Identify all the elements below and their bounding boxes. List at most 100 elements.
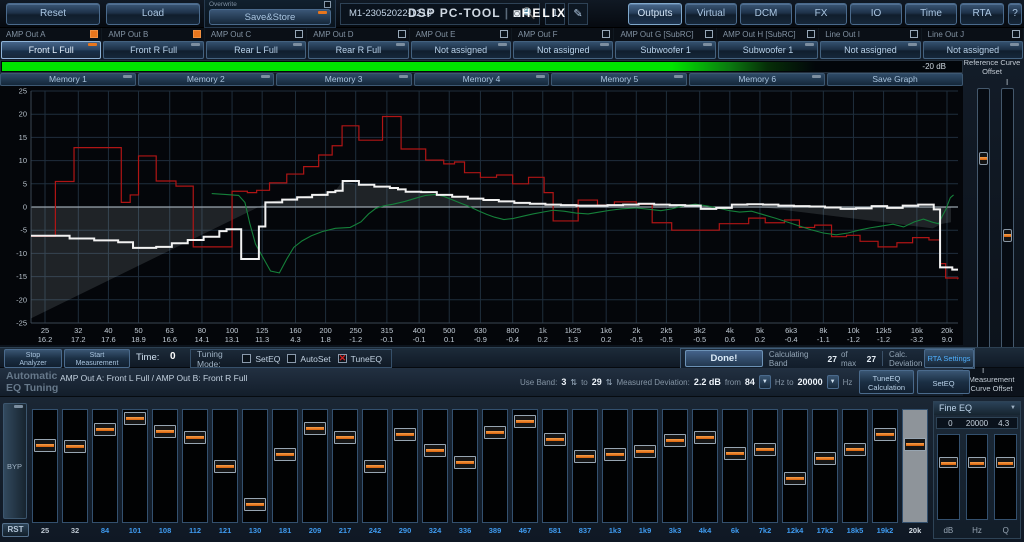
fine-eq-slider-handle[interactable]: [996, 457, 1016, 468]
eq-band-slider-handle[interactable]: [94, 423, 116, 436]
eq-band-slider-handle[interactable]: [334, 431, 356, 444]
channel-checkbox[interactable]: [807, 30, 816, 38]
eq-band-slider-track[interactable]: [602, 409, 628, 523]
eq-band-slider-handle[interactable]: [274, 448, 296, 461]
freq-to-value[interactable]: 20000: [797, 377, 823, 387]
eq-band-slider-handle[interactable]: [664, 434, 686, 447]
eq-band-slider-handle[interactable]: [724, 447, 746, 460]
reset-button[interactable]: Reset: [6, 3, 100, 25]
freq-from-value[interactable]: 84: [744, 377, 755, 387]
eq-band-slider-track[interactable]: [842, 409, 868, 523]
checkbox-tuneeq[interactable]: [337, 353, 347, 364]
eq-band-slider-handle[interactable]: [244, 498, 266, 511]
band-to-value[interactable]: 29: [591, 377, 602, 387]
eq-band-slider-handle[interactable]: [904, 438, 926, 451]
channel-assignment-button[interactable]: Subwoofer 1: [717, 41, 819, 59]
set-eq-button[interactable]: SetEQ: [917, 370, 970, 394]
eq-band-slider-track[interactable]: [242, 409, 268, 523]
channel-assignment-button[interactable]: Not assigned: [922, 41, 1024, 59]
memory-tab-2[interactable]: Memory 2: [137, 73, 274, 86]
measurement-offset-handle[interactable]: [979, 152, 988, 165]
eq-band-slider-track[interactable]: [722, 409, 748, 523]
stop-analyzer-button[interactable]: Stop Analyzer: [4, 349, 62, 368]
setup-file-field[interactable]: M1-23052022-1210 🔍: [340, 3, 540, 25]
eq-band-slider-track[interactable]: [752, 409, 778, 523]
eq-band-slider-track[interactable]: [152, 409, 178, 523]
channel-assignment-button[interactable]: Not assigned: [513, 41, 614, 59]
eq-band-slider-handle[interactable]: [124, 412, 146, 425]
eq-band-slider-handle[interactable]: [814, 452, 836, 465]
eq-band-slider-track[interactable]: [32, 409, 58, 523]
channel-checkbox[interactable]: [295, 30, 304, 38]
eq-band-slider-handle[interactable]: [184, 431, 206, 444]
reference-curve-offset-slider[interactable]: [1001, 88, 1014, 367]
nav-button-time[interactable]: Time: [905, 3, 957, 25]
eq-band-slider-track[interactable]: [272, 409, 298, 523]
checkbox-autoset[interactable]: [287, 354, 297, 363]
load-button[interactable]: Load: [106, 3, 200, 25]
fine-eq-dropdown[interactable]: Fine EQ ▼: [934, 402, 1020, 415]
channel-checkbox[interactable]: [397, 30, 406, 38]
help-button[interactable]: ?: [1008, 3, 1022, 25]
eq-band-slider-track[interactable]: [482, 409, 508, 523]
measurement-curve-offset-slider[interactable]: [977, 88, 990, 367]
memory-tab-3[interactable]: Memory 3: [275, 73, 412, 86]
eq-band-slider-handle[interactable]: [394, 428, 416, 441]
eq-band-slider-track[interactable]: [512, 409, 538, 523]
magnifier-icon[interactable]: 🔍: [522, 8, 536, 20]
checkbox-seteq[interactable]: [242, 354, 252, 363]
band-from-value[interactable]: 3: [561, 377, 567, 387]
eq-band-slider-handle[interactable]: [214, 460, 236, 473]
eq-band-slider-track[interactable]: [332, 409, 358, 523]
eq-band-slider-handle[interactable]: [34, 439, 56, 452]
eq-band-slider-track[interactable]: [212, 409, 238, 523]
eq-band-slider-handle[interactable]: [544, 433, 566, 446]
eq-band-slider-handle[interactable]: [634, 445, 656, 458]
start-measurement-button[interactable]: Start Measurement: [64, 349, 130, 368]
nav-button-dcm[interactable]: DCM: [740, 3, 792, 25]
eq-band-slider-handle[interactable]: [574, 450, 596, 463]
memory-tab-6[interactable]: Memory 6: [689, 73, 826, 86]
channel-assignment-button[interactable]: Rear L Full: [205, 41, 307, 59]
eq-band-slider-track[interactable]: [812, 409, 838, 523]
channel-checkbox[interactable]: [602, 30, 611, 38]
eq-band-slider-handle[interactable]: [754, 443, 776, 456]
eq-band-slider-track[interactable]: [362, 409, 388, 523]
fine-eq-slider-handle[interactable]: [967, 457, 987, 468]
eq-band-slider-handle[interactable]: [784, 472, 806, 485]
eq-band-slider-track[interactable]: [182, 409, 208, 523]
nav-button-fx[interactable]: FX: [795, 3, 847, 25]
eq-band-slider-handle[interactable]: [64, 440, 86, 453]
eq-band-slider-track[interactable]: [422, 409, 448, 523]
overwrite-checkbox[interactable]: [324, 1, 331, 8]
channel-assignment-button[interactable]: Not assigned: [820, 41, 921, 59]
eq-band-slider-track[interactable]: [782, 409, 808, 523]
memory-tab-4[interactable]: Memory 4: [413, 73, 550, 86]
fine-eq-slider-track[interactable]: [965, 434, 989, 520]
nav-button-outputs[interactable]: Outputs: [628, 3, 682, 25]
tune-eq-calculation-button[interactable]: TuneEQ Calculation: [859, 370, 914, 394]
eq-band-slider-handle[interactable]: [364, 460, 386, 473]
memory-tab-5[interactable]: Memory 5: [551, 73, 688, 86]
eq-band-slider-track[interactable]: [662, 409, 688, 523]
eq-band-slider-track[interactable]: [632, 409, 658, 523]
fine-eq-slider-track[interactable]: [937, 434, 960, 520]
fine-eq-slider-track[interactable]: [994, 434, 1018, 520]
eq-band-slider-track[interactable]: [452, 409, 478, 523]
setup-number-field[interactable]: 1: [545, 3, 565, 25]
nav-button-virtual[interactable]: Virtual: [685, 3, 737, 25]
channel-assignment-button[interactable]: Rear R Full: [308, 41, 409, 59]
eq-band-slider-handle[interactable]: [604, 448, 626, 461]
eq-band-slider-track[interactable]: [302, 409, 328, 523]
save-store-button[interactable]: Save&Store: [209, 9, 331, 25]
band-from-spinner[interactable]: ⇅: [570, 377, 578, 387]
done-button[interactable]: Done!: [685, 350, 763, 367]
channel-checkbox[interactable]: [90, 30, 99, 38]
eq-band-slider-track[interactable]: [392, 409, 418, 523]
eq-band-slider-track[interactable]: [572, 409, 598, 523]
channel-checkbox[interactable]: [704, 30, 713, 38]
eq-band-slider-track[interactable]: [542, 409, 568, 523]
channel-assignment-button[interactable]: Not assigned: [410, 41, 512, 59]
bypass-button[interactable]: BYP: [3, 403, 27, 519]
channel-checkbox[interactable]: [909, 30, 918, 38]
